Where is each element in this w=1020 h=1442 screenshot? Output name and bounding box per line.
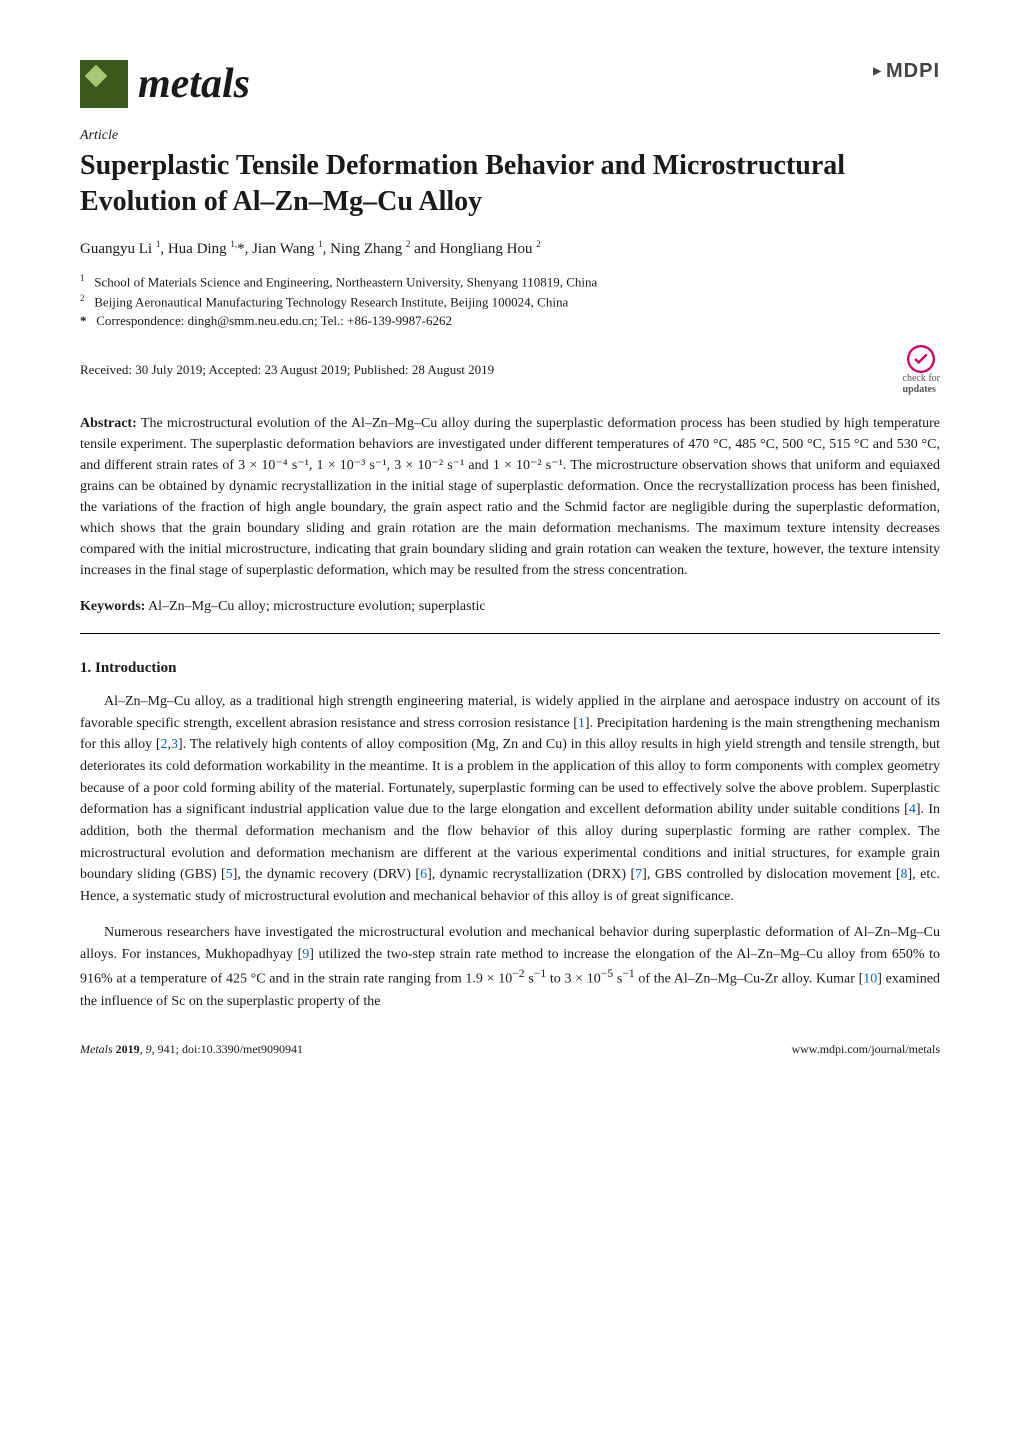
ref-1[interactable]: 1 (578, 716, 585, 731)
affiliation-corr-text: Correspondence: dingh@smm.neu.edu.cn; Te… (96, 313, 452, 328)
separator (80, 633, 940, 634)
abstract: Abstract: The microstructural evolution … (80, 413, 940, 581)
ref-7[interactable]: 7 (635, 867, 642, 882)
affiliation-2-text: Beijing Aeronautical Manufacturing Techn… (94, 294, 568, 309)
ref-8[interactable]: 8 (901, 867, 908, 882)
journal-logo-icon (80, 60, 128, 108)
page-footer: Metals 2019, 9, 941; doi:10.3390/met9090… (80, 1042, 940, 1057)
ref-5[interactable]: 5 (226, 867, 233, 882)
ref-3[interactable]: 3 (171, 737, 178, 752)
affiliation-1-text: School of Materials Science and Engineer… (94, 274, 597, 289)
ref-4[interactable]: 4 (909, 802, 916, 817)
abstract-text: The microstructural evolution of the Al–… (80, 416, 940, 578)
keywords-label: Keywords: (80, 599, 145, 614)
publication-dates: Received: 30 July 2019; Accepted: 23 Aug… (80, 362, 494, 378)
ref-2[interactable]: 2 (161, 737, 168, 752)
footer-citation: Metals 2019, 9, 941; doi:10.3390/met9090… (80, 1042, 303, 1057)
check-updates-icon (907, 345, 935, 373)
keywords-text: Al–Zn–Mg–Cu alloy; microstructure evolut… (148, 599, 486, 614)
header-row: metals MDPI (80, 60, 940, 108)
keywords: Keywords: Al–Zn–Mg–Cu alloy; microstruct… (80, 599, 940, 615)
article-type: Article (80, 128, 940, 144)
ref-9[interactable]: 9 (302, 947, 309, 962)
affiliations: 1 School of Materials Science and Engine… (80, 272, 940, 331)
abstract-label: Abstract: (80, 416, 137, 431)
check-updates-label: check forupdates (903, 373, 940, 395)
journal-name: metals (138, 60, 250, 108)
authors: Guangyu Li 1, Hua Ding 1,*, Jian Wang 1,… (80, 239, 940, 258)
section-heading: 1. Introduction (80, 660, 940, 677)
dates-row: Received: 30 July 2019; Accepted: 23 Aug… (80, 345, 940, 395)
article-title: Superplastic Tensile Deformation Behavio… (80, 148, 940, 221)
journal-logo: metals (80, 60, 250, 108)
footer-url[interactable]: www.mdpi.com/journal/metals (791, 1042, 940, 1057)
intro-paragraph-1: Al–Zn–Mg–Cu alloy, as a traditional high… (80, 691, 940, 908)
publisher-logo: MDPI (873, 60, 940, 83)
intro-paragraph-2: Numerous researchers have investigated t… (80, 922, 940, 1012)
affiliation-corr: * Correspondence: dingh@smm.neu.edu.cn; … (80, 311, 940, 331)
check-updates-badge[interactable]: check forupdates (903, 345, 940, 395)
ref-6[interactable]: 6 (420, 867, 427, 882)
affiliation-1: 1 School of Materials Science and Engine… (80, 272, 940, 292)
ref-10[interactable]: 10 (863, 972, 877, 987)
affiliation-2: 2 Beijing Aeronautical Manufacturing Tec… (80, 292, 940, 312)
